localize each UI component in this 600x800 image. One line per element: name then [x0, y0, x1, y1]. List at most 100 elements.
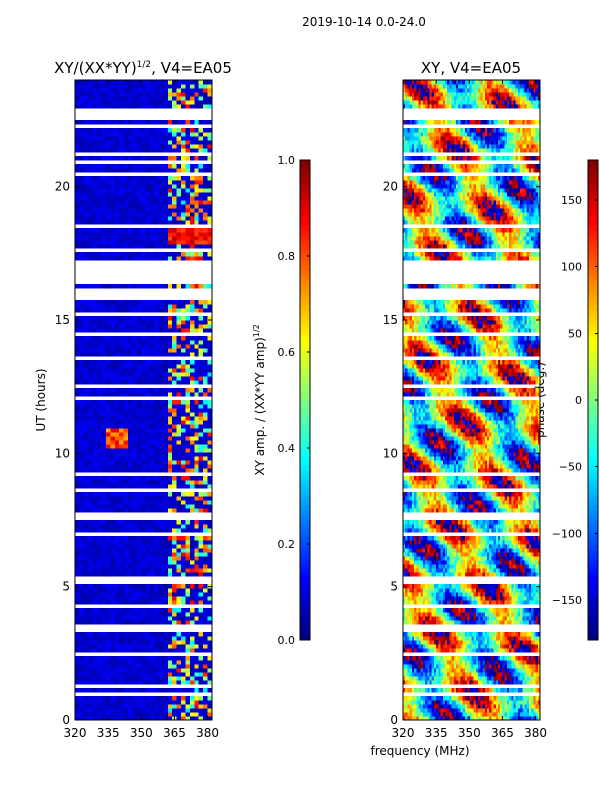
left-heatmap-cell	[132, 412, 138, 417]
left-heatmap-cell	[105, 376, 111, 381]
left-heatmap-cell	[207, 208, 213, 213]
left-heatmap-cell	[123, 664, 129, 669]
left-heatmap-cell	[105, 612, 111, 617]
left-heatmap-cell	[150, 360, 155, 365]
left-heatmap-cell	[198, 200, 204, 205]
left-heatmap-cell	[158, 656, 164, 661]
left-heatmap-cell	[88, 644, 93, 649]
left-heatmap-cell	[97, 476, 102, 481]
left-heatmap-cell	[83, 420, 89, 425]
right-heatmap-cell	[489, 712, 492, 717]
left-heatmap-cell	[141, 448, 147, 453]
left-heatmap-cell	[154, 712, 160, 717]
left-heatmap-cell	[97, 556, 102, 561]
left-heatmap-cell	[141, 320, 147, 325]
right-heatmap-cell	[438, 708, 441, 713]
left-colorbar-segment	[300, 355, 310, 361]
left-heatmap-cell	[141, 708, 147, 713]
left-heatmap-cell	[83, 544, 89, 549]
left-heatmap-cell	[158, 668, 164, 673]
left-heatmap-cell	[167, 208, 173, 213]
left-heatmap-cell	[110, 188, 116, 193]
left-heatmap-cell	[198, 352, 204, 357]
left-heatmap-cell	[123, 676, 129, 681]
left-heatmap-cell	[176, 428, 182, 433]
left-heatmap-cell	[88, 548, 93, 553]
right-heatmap-cell	[458, 660, 461, 665]
left-heatmap-cell	[83, 92, 89, 97]
left-heatmap-cell	[203, 128, 208, 133]
left-heatmap-cell	[203, 84, 208, 89]
right-heatmap-cell	[471, 676, 475, 681]
right-heatmap-cell	[407, 644, 410, 649]
left-heatmap-cell	[163, 504, 169, 509]
left-heatmap-cell	[105, 364, 111, 369]
left-heatmap-cell	[97, 424, 102, 429]
right-heatmap-cell	[431, 712, 435, 717]
right-heatmap-cell	[453, 716, 457, 721]
left-heatmap-cell	[167, 480, 173, 485]
left-heatmap-cell	[97, 300, 102, 305]
left-heatmap-cell	[194, 660, 200, 665]
left-heatmap-cell	[75, 92, 80, 97]
left-heatmap-cell	[194, 688, 200, 693]
left-heatmap-cell	[79, 704, 85, 709]
right-heatmap-cell	[493, 696, 497, 701]
right-heatmap-cell	[462, 696, 466, 701]
left-heatmap-cell	[189, 432, 195, 437]
left-heatmap-cell	[154, 612, 160, 617]
left-heatmap-cell	[79, 184, 85, 189]
right-heatmap-cell	[451, 680, 455, 685]
left-heatmap-cell	[154, 672, 160, 677]
left-heatmap-cell	[92, 460, 98, 465]
left-heatmap-cell	[154, 388, 160, 393]
left-heatmap-cell	[167, 636, 173, 641]
left-heatmap-cell	[128, 256, 133, 261]
left-heatmap-cell	[105, 632, 111, 637]
right-heatmap-cell	[535, 664, 539, 669]
left-colorbar-segment	[300, 530, 310, 536]
left-heatmap-cell	[198, 252, 204, 257]
left-heatmap-cell	[150, 552, 155, 557]
left-heatmap-cell	[150, 540, 155, 545]
left-heatmap-cell	[110, 176, 116, 181]
left-heatmap-cell	[92, 284, 98, 289]
left-heatmap-cell	[194, 308, 200, 313]
left-colorbar-segment	[300, 410, 310, 416]
left-heatmap-cell	[154, 700, 160, 705]
left-heatmap-cell	[189, 612, 195, 617]
left-heatmap-cell	[176, 196, 182, 201]
left-heatmap-cell	[185, 208, 191, 213]
left-heatmap-cell	[167, 616, 173, 621]
left-heatmap-cell	[194, 524, 200, 529]
right-heatmap-cell	[520, 676, 523, 681]
left-heatmap-cell	[114, 556, 120, 561]
right-heatmap-cell	[517, 680, 521, 685]
left-heatmap-cell	[194, 556, 200, 561]
right-heatmap-cell	[442, 708, 446, 713]
left-heatmap-cell	[198, 504, 204, 509]
left-heatmap-cell	[105, 360, 111, 365]
right-heatmap-cell	[509, 708, 512, 713]
left-heatmap-cell	[105, 676, 111, 681]
left-heatmap-cell	[123, 588, 129, 593]
left-heatmap-cell	[145, 504, 151, 509]
right-heatmap-cell	[535, 672, 539, 677]
left-heatmap-cell	[141, 528, 147, 533]
left-heatmap-cell	[194, 496, 200, 501]
left-heatmap-cell	[172, 320, 177, 325]
left-heatmap-cell	[79, 504, 85, 509]
right-heatmap-cell	[471, 648, 475, 653]
left-heatmap-cell	[101, 164, 107, 169]
left-heatmap-cell	[163, 612, 169, 617]
left-heatmap-cell	[92, 168, 98, 173]
left-heatmap-cell	[83, 572, 89, 577]
left-heatmap-cell	[123, 284, 129, 289]
right-heatmap-cell	[480, 668, 483, 673]
right-heatmap-cell	[502, 688, 505, 693]
left-heatmap-cell	[158, 228, 164, 233]
left-heatmap-cell	[185, 508, 191, 513]
left-heatmap-cell	[181, 236, 186, 241]
left-heatmap-cell	[154, 608, 160, 613]
left-heatmap-cell	[119, 508, 124, 513]
